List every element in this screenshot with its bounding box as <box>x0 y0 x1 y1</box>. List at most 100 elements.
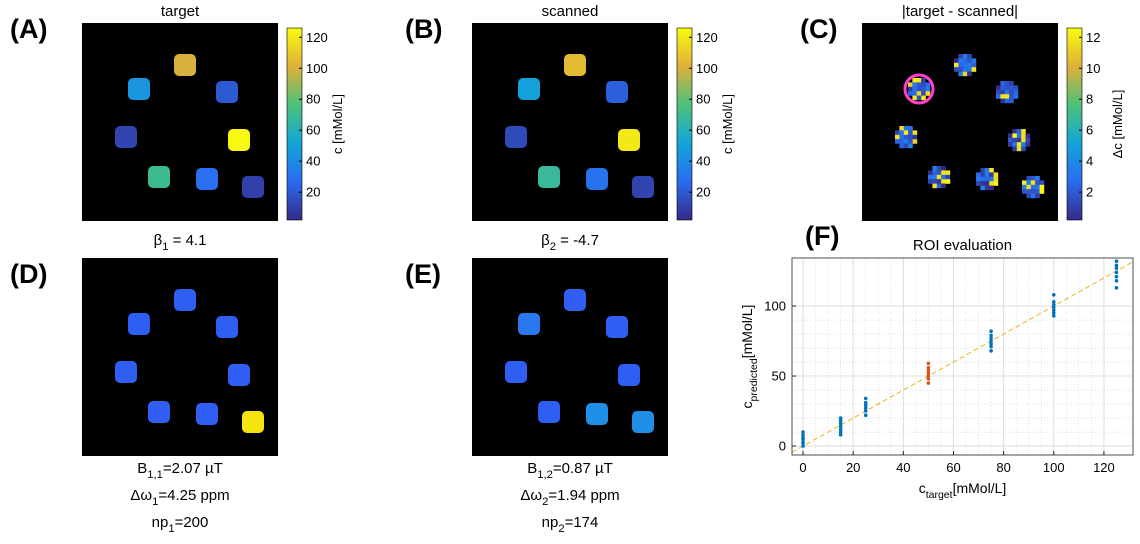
colorbar-tick-label: 120 <box>696 30 718 45</box>
panel-label: (D) <box>10 259 47 289</box>
difference-pixel <box>1022 185 1027 190</box>
text-rest: [mMol/L] <box>953 480 1007 496</box>
difference-pixel <box>1017 142 1022 147</box>
difference-pixel <box>994 172 999 177</box>
concentration-spot <box>632 176 654 198</box>
difference-pixel <box>1005 85 1010 90</box>
text-subscript: 1,1 <box>147 469 163 481</box>
text-subscript: target <box>926 489 953 501</box>
difference-pixel <box>1035 189 1040 194</box>
difference-pixel <box>985 172 990 177</box>
colorbar-tick-label: 80 <box>696 92 710 107</box>
difference-pixel <box>899 139 904 144</box>
difference-pixel <box>912 96 917 101</box>
difference-pixel <box>928 170 933 175</box>
colorbar-tick-label: 20 <box>696 185 710 200</box>
difference-pixel <box>1021 138 1026 143</box>
colorbar <box>287 28 302 220</box>
concentration-spot <box>242 176 264 198</box>
concentration-spot <box>115 126 137 148</box>
difference-pixel <box>904 139 909 144</box>
difference-pixel <box>996 94 1001 99</box>
data-point <box>801 430 805 434</box>
difference-pixel <box>1000 85 1005 90</box>
figure: (A)target20406080100120c [mMol/L]β1 = 4.… <box>0 0 1140 544</box>
difference-pixel <box>1026 180 1031 185</box>
concentration-spot <box>216 81 238 103</box>
panel-label: (C) <box>800 14 837 44</box>
difference-pixel <box>946 170 951 175</box>
difference-pixel <box>946 175 951 180</box>
difference-pixel <box>921 78 926 83</box>
difference-pixel <box>899 135 904 140</box>
difference-pixel <box>937 175 942 180</box>
difference-pixel <box>1014 94 1019 99</box>
difference-pixel <box>976 177 981 182</box>
difference-pixel <box>1035 185 1040 190</box>
difference-pixel <box>1000 90 1005 95</box>
difference-pixel <box>1012 147 1017 152</box>
difference-pixel <box>913 135 918 140</box>
difference-pixel <box>1012 138 1017 143</box>
difference-pixel <box>932 179 937 184</box>
difference-pixel <box>972 67 977 72</box>
difference-pixel <box>1035 180 1040 185</box>
difference-pixel <box>996 85 1001 90</box>
text-base: np <box>152 514 169 531</box>
x-tick-label: 40 <box>896 460 910 475</box>
difference-pixel <box>908 139 913 144</box>
difference-pixel <box>917 87 922 92</box>
difference-pixel <box>941 175 946 180</box>
difference-pixel <box>928 175 933 180</box>
concentration-spot <box>228 129 250 151</box>
data-point <box>1115 271 1119 275</box>
field-spot <box>216 316 238 338</box>
difference-pixel <box>917 91 922 96</box>
field-spot <box>128 313 150 335</box>
difference-pixel <box>994 181 999 186</box>
difference-pixel <box>899 144 904 149</box>
field-spot <box>538 401 560 423</box>
difference-pixel <box>1021 147 1026 152</box>
difference-pixel <box>1005 81 1010 86</box>
x-tick-label: 60 <box>946 460 960 475</box>
sub-text: np2=174 <box>542 514 599 535</box>
colorbar-tick-label: 80 <box>306 92 320 107</box>
concentration-spot <box>128 78 150 100</box>
text-rest: =1.94 ppm <box>548 487 619 504</box>
panel-label: (E) <box>405 259 441 289</box>
difference-pixel <box>967 58 972 63</box>
difference-pixel <box>913 130 918 135</box>
difference-pixel <box>1009 85 1014 90</box>
data-point <box>1115 279 1119 283</box>
text-base: Δω <box>130 487 152 504</box>
y-tick-label: 0 <box>779 439 786 454</box>
difference-pixel <box>941 166 946 171</box>
difference-pixel <box>937 170 942 175</box>
colorbar-tick-label: 8 <box>1086 92 1093 107</box>
difference-pixel <box>1000 99 1005 104</box>
difference-pixel <box>1017 133 1022 138</box>
colorbar-label: c [mMol/L] <box>720 94 735 154</box>
difference-pixel <box>1014 85 1019 90</box>
difference-pixel <box>963 58 968 63</box>
difference-pixel <box>1031 189 1036 194</box>
difference-pixel <box>926 82 931 87</box>
difference-pixel <box>963 63 968 68</box>
difference-pixel <box>958 54 963 59</box>
concentration-spot <box>148 166 170 188</box>
difference-pixel <box>917 82 922 87</box>
sub-text: β1 = 4.1 <box>154 232 207 253</box>
difference-pixel <box>1031 194 1036 199</box>
difference-pixel <box>958 58 963 63</box>
difference-pixel <box>912 91 917 96</box>
colorbar-tick-label: 2 <box>1086 185 1093 200</box>
text-base: c <box>919 480 926 496</box>
colorbar <box>677 28 692 220</box>
difference-pixel <box>1012 133 1017 138</box>
difference-pixel <box>994 177 999 182</box>
text-rest: = 4.1 <box>168 232 206 249</box>
difference-pixel <box>989 172 994 177</box>
difference-pixel <box>937 179 942 184</box>
panel-label: (B) <box>405 14 442 44</box>
